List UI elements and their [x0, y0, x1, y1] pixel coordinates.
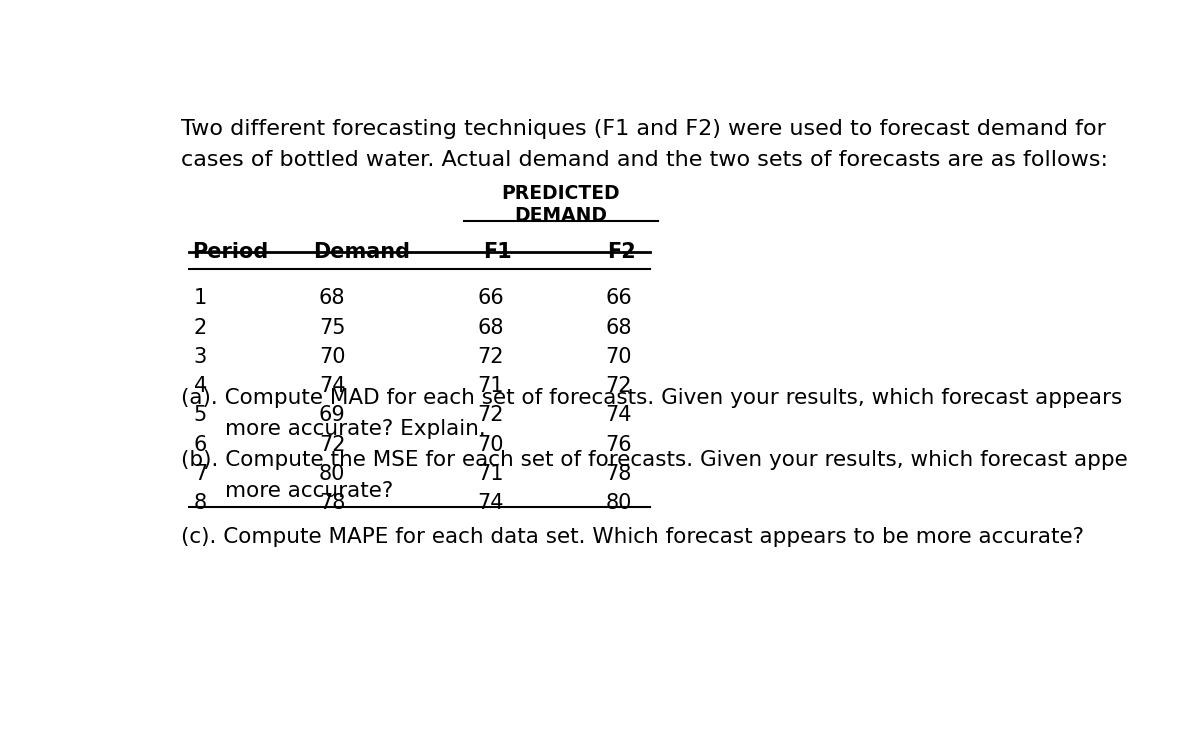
- Text: 1: 1: [193, 288, 208, 309]
- Text: 4: 4: [193, 376, 208, 396]
- Text: 75: 75: [319, 318, 346, 337]
- Text: 66: 66: [478, 288, 504, 309]
- Text: 74: 74: [478, 493, 504, 513]
- Text: 69: 69: [319, 406, 346, 426]
- Text: 2: 2: [193, 318, 208, 337]
- Text: F1: F1: [484, 243, 512, 262]
- Text: 72: 72: [478, 347, 504, 367]
- Text: 78: 78: [606, 464, 632, 484]
- Text: F2: F2: [607, 243, 636, 262]
- Text: 72: 72: [478, 406, 504, 426]
- Text: 5: 5: [193, 406, 208, 426]
- Text: more accurate?: more accurate?: [226, 481, 394, 501]
- Text: 80: 80: [319, 464, 346, 484]
- Text: 6: 6: [193, 434, 208, 455]
- Text: 68: 68: [319, 288, 346, 309]
- Text: 80: 80: [606, 493, 632, 513]
- Text: PREDICTED: PREDICTED: [502, 184, 620, 204]
- Text: 68: 68: [606, 318, 632, 337]
- Text: 72: 72: [606, 376, 632, 396]
- Text: 8: 8: [194, 493, 206, 513]
- Text: 71: 71: [478, 464, 504, 484]
- Text: 74: 74: [319, 376, 346, 396]
- Text: 72: 72: [319, 434, 346, 455]
- Text: 70: 70: [606, 347, 632, 367]
- Text: 76: 76: [606, 434, 632, 455]
- Text: DEMAND: DEMAND: [515, 206, 607, 225]
- Text: (b). Compute the MSE for each set of forecasts. Given your results, which foreca: (b). Compute the MSE for each set of for…: [181, 450, 1128, 470]
- Text: cases of bottled water. Actual demand and the two sets of forecasts are as follo: cases of bottled water. Actual demand an…: [181, 150, 1108, 170]
- Text: Two different forecasting techniques (F1 and F2) were used to forecast demand fo: Two different forecasting techniques (F1…: [181, 119, 1106, 139]
- Text: Period: Period: [193, 243, 269, 262]
- Text: Demand: Demand: [313, 243, 409, 262]
- Text: 70: 70: [319, 347, 346, 367]
- Text: 70: 70: [478, 434, 504, 455]
- Text: 7: 7: [193, 464, 208, 484]
- Text: more accurate? Explain.: more accurate? Explain.: [226, 419, 486, 440]
- Text: 78: 78: [319, 493, 346, 513]
- Text: 74: 74: [606, 406, 632, 426]
- Text: (a). Compute MAD for each set of forecasts. Given your results, which forecast a: (a). Compute MAD for each set of forecas…: [181, 389, 1122, 409]
- Text: (c). Compute MAPE for each data set. Which forecast appears to be more accurate?: (c). Compute MAPE for each data set. Whi…: [181, 527, 1084, 547]
- Text: 3: 3: [193, 347, 208, 367]
- Text: 71: 71: [478, 376, 504, 396]
- Text: 66: 66: [606, 288, 632, 309]
- Text: 68: 68: [478, 318, 504, 337]
